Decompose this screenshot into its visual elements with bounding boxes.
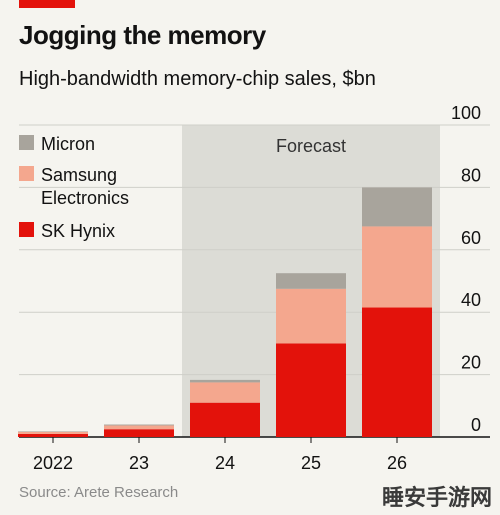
bar-segment [104,424,174,426]
bar-segment [276,273,346,289]
y-tick-label: 0 [471,415,481,435]
source-note: Source: Arete Research [19,484,179,501]
bar-segment [362,226,432,308]
x-tick-label: 24 [215,453,235,473]
legend-swatch-micron [19,135,34,150]
stacked-bar-chart: Forecast 100 80 60 40 20 0 2022 23 24 25 26 Micro… [18,103,490,473]
bar-segment [276,288,346,344]
legend-label-skhynix: SK Hynix [41,221,115,241]
bar-segment [362,307,432,437]
legend-swatch-skhynix [19,222,34,237]
bar-segment [190,379,260,383]
bar-segment [18,431,88,434]
watermark: 睡安手游网 [381,486,492,511]
x-tick-label: 2022 [33,453,73,473]
legend: Micron Samsung Electronics SK Hynix [19,134,129,241]
bar-segment [362,187,432,227]
x-tick-label: 26 [387,453,407,473]
bar-segment [18,431,88,432]
chart-subtitle: High-bandwidth memory-chip sales, $bn [19,68,376,90]
bar-segment [276,343,346,437]
forecast-label: Forecast [276,136,346,156]
y-tick-label: 100 [451,103,481,123]
y-tick-label: 60 [461,228,481,248]
legend-label-samsung-line2: Electronics [41,188,129,208]
bar-segment [18,433,88,437]
bar-segment [190,402,260,437]
x-tick-label: 23 [129,453,149,473]
y-tick-label: 40 [461,290,481,310]
bar-segment [104,425,174,430]
chart-title: Jogging the memory [19,20,266,50]
y-tick-label: 20 [461,353,481,373]
y-tick-label: 80 [461,165,481,185]
legend-label-micron: Micron [41,134,95,154]
legend-label-samsung-line1: Samsung [41,165,117,185]
x-tick-label: 25 [301,453,321,473]
bar-segment [190,382,260,403]
brand-bar [19,0,75,8]
legend-swatch-samsung [19,166,34,181]
bar-segment [104,429,174,437]
